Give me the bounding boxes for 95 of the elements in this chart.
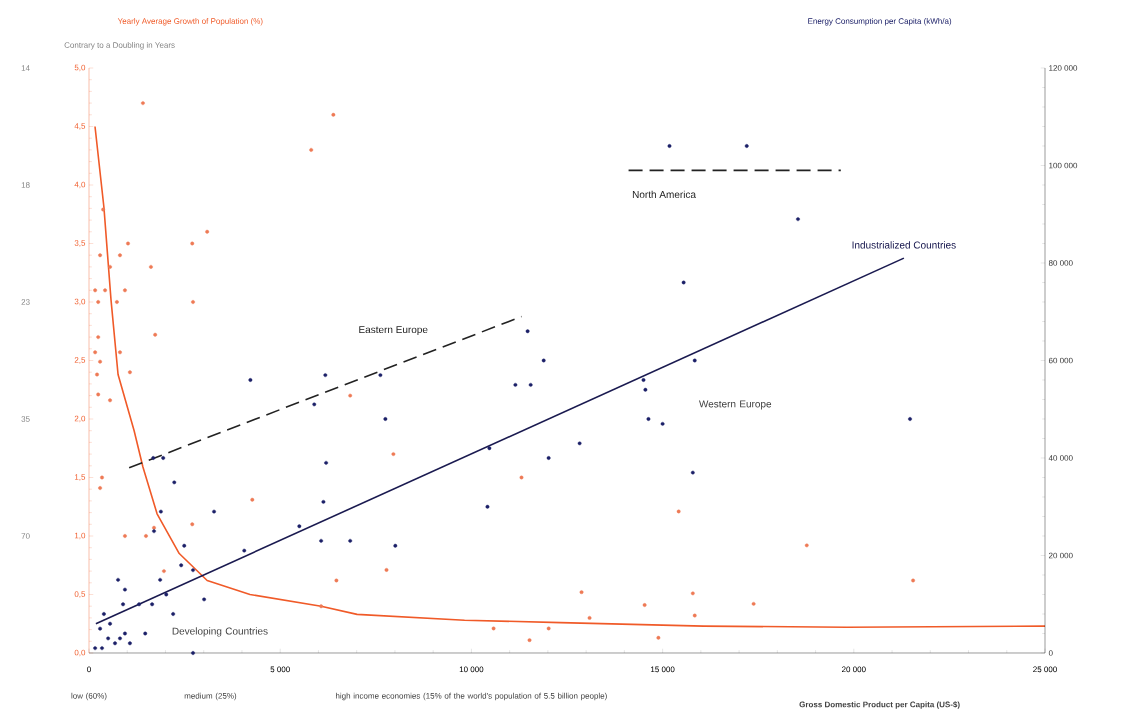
- point: [108, 264, 112, 269]
- y2-tick-label: 20 000: [1048, 552, 1073, 559]
- point: [108, 398, 112, 403]
- y2-tick-label: 120 000: [1049, 65, 1078, 71]
- point: [319, 604, 324, 609]
- text: 35: [21, 416, 30, 422]
- y-axis-title: Yearly Average Growth of Population (%): [117, 18, 263, 26]
- y-tick-label: 2,0: [74, 415, 86, 423]
- x-tick-label: 15 000: [650, 666, 675, 673]
- x-tick-label: 10 000: [459, 666, 484, 673]
- point: [96, 300, 101, 304]
- point: [190, 522, 195, 527]
- point: [391, 452, 396, 456]
- y-tick-label: 4,0: [74, 181, 86, 189]
- point: [384, 568, 389, 572]
- y2-tick-label: 80 000: [1048, 260, 1073, 266]
- point: [101, 207, 106, 212]
- x-tick-label: 20 000: [841, 666, 866, 673]
- point: [98, 253, 102, 258]
- point: [191, 300, 195, 304]
- y2-tick-label: 0: [1048, 650, 1053, 656]
- text: medium (25%): [184, 692, 237, 701]
- point: [348, 393, 353, 398]
- point: [491, 626, 496, 631]
- point: [100, 475, 104, 480]
- y-tick-label: 0,5: [74, 591, 86, 598]
- text: 23: [21, 299, 30, 305]
- y-tick-label: 0,0: [74, 649, 86, 657]
- point: [804, 543, 809, 548]
- point: [527, 638, 532, 643]
- point: [126, 241, 130, 246]
- point: [676, 509, 681, 514]
- text: North America: [632, 190, 697, 199]
- point: [656, 635, 661, 640]
- point: [690, 591, 695, 596]
- point: [579, 590, 584, 595]
- y-tick-label: 2,5: [74, 357, 86, 364]
- annotation: Western Europe: [698, 400, 772, 410]
- text: high income economies (15% of the world's population of 5.5 billion people): [336, 692, 607, 701]
- point: [190, 241, 195, 246]
- point: [162, 569, 166, 573]
- point: [98, 486, 102, 490]
- y2-axis-title: Energy Consumption per Capita (kWh/a): [808, 18, 952, 26]
- point: [309, 147, 314, 152]
- point: [98, 359, 102, 364]
- point: [153, 332, 158, 337]
- series-label: Eastern Europe: [359, 326, 428, 336]
- point: [751, 601, 756, 606]
- point: [96, 392, 101, 397]
- y-tick-label: 5,0: [74, 64, 86, 72]
- point: [96, 335, 101, 339]
- point: [93, 288, 98, 293]
- y2-tick-label: 100 000: [1049, 162, 1078, 169]
- point: [642, 603, 647, 607]
- point: [103, 288, 107, 293]
- point: [692, 613, 697, 618]
- point: [123, 288, 127, 293]
- point: [128, 370, 132, 375]
- point: [519, 475, 524, 480]
- series-label: Industrialized Countries: [852, 241, 956, 249]
- x-tick-label: 5 000: [270, 666, 290, 673]
- y-tick-label: 3,0: [74, 298, 86, 306]
- x-tick-label: 25 000: [1033, 666, 1057, 673]
- y-tick-label: 3,5: [74, 240, 86, 247]
- y2-tick-label: 60 000: [1048, 357, 1073, 364]
- point: [546, 626, 551, 631]
- point: [911, 578, 915, 583]
- point: [334, 578, 339, 583]
- point: [95, 372, 99, 377]
- point: [115, 300, 119, 304]
- text: 18: [21, 182, 30, 188]
- point: [250, 497, 255, 502]
- point: [141, 101, 145, 105]
- point: [149, 264, 153, 269]
- line-series: [94, 125, 1046, 629]
- text: low (60%): [71, 692, 107, 701]
- point: [118, 253, 122, 258]
- point: [152, 525, 156, 530]
- y-tick-label: 1,0: [74, 532, 86, 540]
- y-tick-label: 4,5: [74, 123, 86, 130]
- point: [93, 350, 98, 355]
- annotation: Developing Countries: [172, 627, 268, 637]
- text: Contrary to a Doubling in Years: [64, 42, 175, 50]
- x-axis-title: Gross Domestic Product per Capita (US-$): [799, 701, 960, 709]
- point: [587, 616, 592, 620]
- point: [123, 534, 127, 538]
- text: 70: [21, 533, 30, 539]
- point: [205, 229, 210, 234]
- y-tick-label: 1,5: [74, 474, 86, 481]
- point: [144, 534, 148, 538]
- x-tick-label: 0: [87, 666, 91, 673]
- point: [331, 112, 336, 117]
- point: [118, 350, 122, 355]
- text: 14: [21, 65, 30, 71]
- y2-tick-label: 40 000: [1048, 455, 1073, 461]
